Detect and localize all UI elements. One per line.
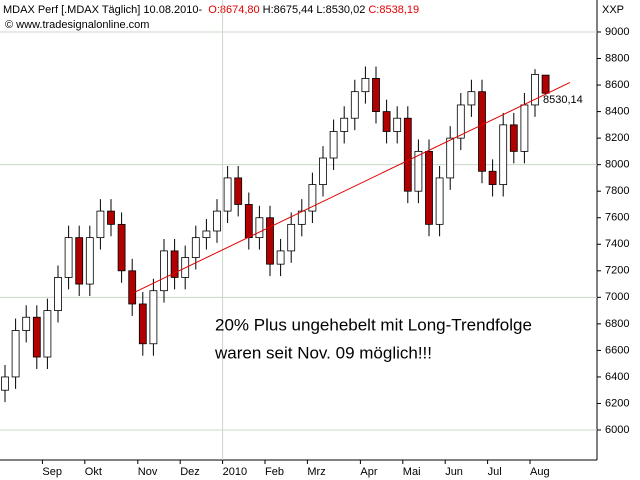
x-tick-label: Mai (403, 466, 421, 478)
candle-body (403, 117, 412, 192)
candle-body (319, 157, 327, 185)
candle-body (32, 316, 41, 358)
x-tick-label: Apr (360, 466, 377, 478)
candle-body (478, 91, 486, 172)
x-tick-label: Okt (85, 466, 102, 478)
candle-body (276, 250, 285, 265)
candle-body (308, 184, 317, 212)
chart-title: MDAX Perf [.MDAX Täglich] (3, 4, 140, 16)
x-tick-label: Aug (530, 466, 550, 478)
x-tick-label: Dez (180, 466, 200, 478)
y-tick-label: 8600 (605, 79, 629, 91)
candle-body (128, 270, 137, 305)
candle-body (11, 330, 20, 378)
x-tick-label: Mrz (307, 466, 325, 478)
candle-body (435, 177, 444, 225)
candle-body (287, 223, 296, 252)
candle-body (425, 150, 433, 225)
annotation: waren seit Nov. 09 möglich!!! (214, 343, 432, 362)
y-tick-label: 8200 (605, 132, 629, 144)
y-tick-label: 7600 (605, 212, 629, 224)
candle-body (191, 237, 200, 258)
candle-body (117, 223, 126, 272)
candle-body (382, 111, 391, 132)
y-tick-label: 6200 (605, 397, 629, 409)
y-tick-label: 8400 (605, 105, 629, 117)
y-tick-label: 6000 (605, 424, 629, 436)
quote-value: C:8538,19 (368, 4, 419, 16)
candle-body (43, 310, 52, 358)
candle-body (255, 217, 264, 239)
candle-body (22, 316, 31, 331)
candle-body (149, 290, 158, 345)
y-tick-label: 7400 (605, 238, 629, 250)
quote-value: L:8530,02 (316, 4, 365, 16)
x-tick-label: Jun (445, 466, 463, 478)
y-tick-label: 7800 (605, 185, 629, 197)
trendline (134, 81, 571, 293)
candle-body (393, 117, 402, 132)
candle-body (1, 376, 9, 391)
y-tick-label: 7000 (605, 291, 629, 303)
candle-body (223, 177, 232, 212)
axis-label: XXP (602, 4, 624, 16)
date: 10.08.2010 (143, 4, 198, 16)
candle-body (64, 237, 73, 278)
candle-body (160, 250, 168, 292)
candle-body (350, 91, 359, 119)
header: MDAX Perf [.MDAX Täglich] 10.08.2010 - O… (3, 4, 419, 16)
candle-body (541, 74, 550, 94)
quote-value: O:8674,80 (208, 4, 259, 16)
candle-body (509, 124, 518, 152)
y-tick-label: 8000 (605, 159, 629, 171)
source: © www.tradesignalonline.com (5, 19, 149, 31)
candle-body (520, 104, 529, 152)
x-tick-label: 2010 (223, 466, 247, 478)
candle-body (446, 137, 455, 179)
candle-body (54, 277, 62, 312)
y-tick-label: 7200 (605, 265, 629, 277)
candle-body (107, 210, 115, 225)
candle-body (96, 210, 105, 239)
x-tick-label: Nov (138, 466, 158, 478)
candle-body (329, 131, 338, 159)
candle-body (467, 91, 476, 106)
separator: - (199, 4, 203, 16)
x-tick-label: Feb (265, 466, 284, 478)
annotation: 20% Plus ungehebelt mit Long-Trendfolge (215, 315, 532, 334)
candle-body (85, 237, 94, 285)
y-tick-label: 6400 (605, 371, 629, 383)
trendline-label: 8530,14 (543, 94, 583, 106)
candle-body (202, 230, 211, 239)
candle-body (456, 104, 465, 139)
candle-body (213, 210, 221, 232)
candle-body (372, 78, 380, 112)
quote-value: H:8675,44 (263, 4, 314, 16)
candle-body (138, 303, 147, 345)
y-tick-label: 8800 (605, 52, 629, 64)
candle-body (234, 177, 243, 205)
candle-body (266, 217, 274, 265)
candle-body (340, 117, 349, 132)
candle-body (499, 124, 508, 185)
candle-body (488, 170, 497, 185)
y-tick-label: 6800 (605, 318, 629, 330)
x-tick-label: Sep (42, 466, 62, 478)
candle-body (531, 74, 539, 106)
y-tick-label: 9000 (605, 26, 629, 38)
y-tick-label: 6600 (605, 344, 629, 356)
candle-body (414, 150, 423, 192)
candle-body (361, 78, 370, 93)
x-tick-label: Jul (488, 466, 502, 478)
candle-body (75, 237, 84, 285)
candle-body (244, 204, 253, 239)
candle-body (170, 250, 179, 278)
